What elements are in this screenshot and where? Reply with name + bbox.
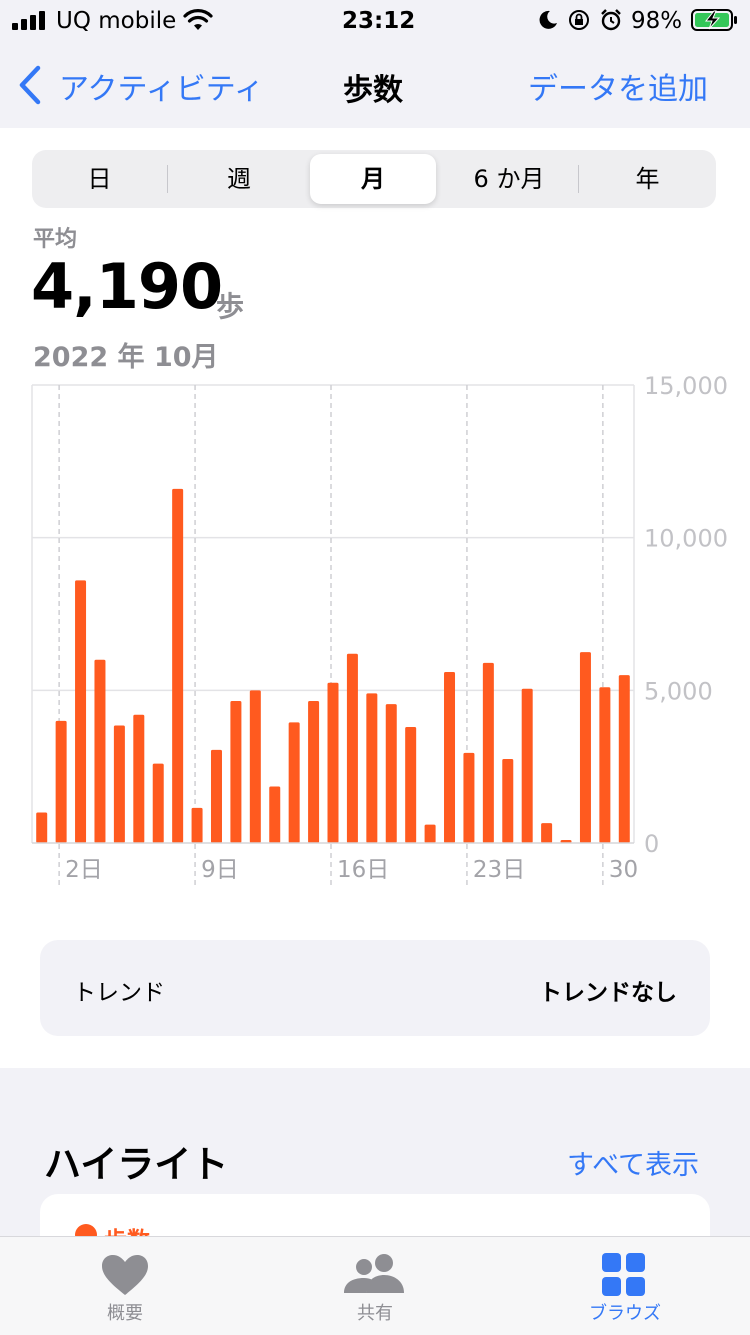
cellular-signal-icon — [12, 10, 48, 30]
wifi-icon — [183, 9, 213, 31]
chart-bar — [269, 787, 280, 843]
chart-bar — [580, 652, 591, 843]
chart-bar — [328, 683, 339, 843]
trend-label: トレンド — [73, 973, 165, 1007]
chart-bar — [250, 690, 261, 843]
average-unit: 歩 — [216, 285, 244, 325]
chart-bar — [75, 580, 86, 843]
chart-bar — [425, 825, 436, 843]
grid-icon — [601, 1252, 647, 1298]
highlights-title: ハイライト — [44, 1134, 228, 1188]
people-icon — [342, 1253, 408, 1297]
back-label: アクティビティ — [59, 64, 264, 108]
segment-month[interactable]: 月 — [310, 150, 436, 208]
chart-y-tick-label: 0 — [644, 830, 659, 858]
chart-bar — [541, 823, 552, 843]
clock: 23:12 — [342, 8, 415, 34]
heart-icon — [100, 1253, 150, 1297]
orientation-lock-icon — [568, 9, 590, 31]
chart-bar — [502, 759, 513, 843]
page-title: 歩数 — [343, 65, 403, 109]
chevron-left-icon — [16, 65, 44, 105]
chart-y-tick-label: 15,000 — [644, 372, 728, 400]
tab-browse-label: ブラウズ — [500, 1299, 750, 1325]
chart-bar — [94, 660, 105, 843]
chart-bar — [444, 672, 455, 843]
chart-bar — [386, 704, 397, 843]
chart-bar — [133, 715, 144, 843]
battery-percent: 98% — [631, 8, 682, 34]
chart-bar — [619, 675, 630, 843]
tab-summary-label: 概要 — [0, 1299, 250, 1325]
alarm-icon — [599, 8, 623, 32]
chart-bar — [36, 812, 47, 843]
chart-bar — [522, 689, 533, 843]
chart-x-tick-label: 16日 — [337, 857, 389, 883]
tab-browse[interactable]: ブラウズ — [500, 1237, 750, 1335]
chart-bar — [289, 722, 300, 843]
chart-bar — [56, 721, 67, 843]
chart-bar — [347, 654, 358, 843]
chart-bar — [599, 687, 610, 843]
chart-bar — [114, 725, 125, 843]
trend-value: トレンドなし — [539, 973, 677, 1007]
chart-bar — [405, 727, 416, 843]
period-segmented-control: 日 週 月 6 か月 年 — [32, 150, 716, 208]
segment-year[interactable]: 年 — [579, 150, 716, 208]
chart-y-tick-label: 10,000 — [644, 525, 728, 553]
carrier-name: UQ mobile — [56, 8, 176, 34]
chart-bar — [192, 808, 203, 843]
chart-bar — [308, 701, 319, 843]
chart-bar — [153, 764, 164, 843]
chart-bar — [230, 701, 241, 843]
segment-week[interactable]: 週 — [168, 150, 310, 208]
chart-bar — [211, 750, 222, 843]
chart-x-tick-label: 30 — [609, 857, 638, 883]
chart-y-tick-label: 5,000 — [644, 677, 713, 705]
average-label: 平均 — [33, 221, 77, 253]
trend-row[interactable]: トレンド トレンドなし — [40, 940, 710, 1036]
chart-bar — [366, 693, 377, 843]
segment-day[interactable]: 日 — [32, 150, 167, 208]
chart-bar — [463, 753, 474, 843]
add-data-button[interactable]: データを追加 — [528, 64, 708, 108]
steps-bar-chart[interactable]: 2日 9日 16日 23日 30 15,000 10,000 5,000 0 — [0, 370, 750, 890]
status-bar: UQ mobile 23:12 98% — [0, 0, 750, 40]
segment-six-months[interactable]: 6 か月 — [440, 150, 578, 208]
tab-bar: 概要 共有 ブラウズ — [0, 1236, 750, 1335]
battery-charging-icon — [691, 8, 739, 32]
chart-x-tick-label: 9日 — [201, 857, 239, 883]
chart-bar — [172, 489, 183, 843]
period-label: 2022 年 10月 — [33, 335, 219, 374]
tab-sharing[interactable]: 共有 — [250, 1237, 500, 1335]
average-value: 4,190 — [31, 250, 222, 323]
show-all-link[interactable]: すべて表示 — [567, 1143, 699, 1182]
chart-x-tick-label: 23日 — [473, 857, 525, 883]
navigation-bar: アクティビティ 歩数 データを追加 — [0, 40, 750, 128]
tab-summary[interactable]: 概要 — [0, 1237, 250, 1335]
chart-x-tick-label: 2日 — [65, 857, 103, 883]
moon-icon — [538, 10, 558, 30]
chart-bar — [483, 663, 494, 843]
tab-sharing-label: 共有 — [250, 1299, 500, 1325]
